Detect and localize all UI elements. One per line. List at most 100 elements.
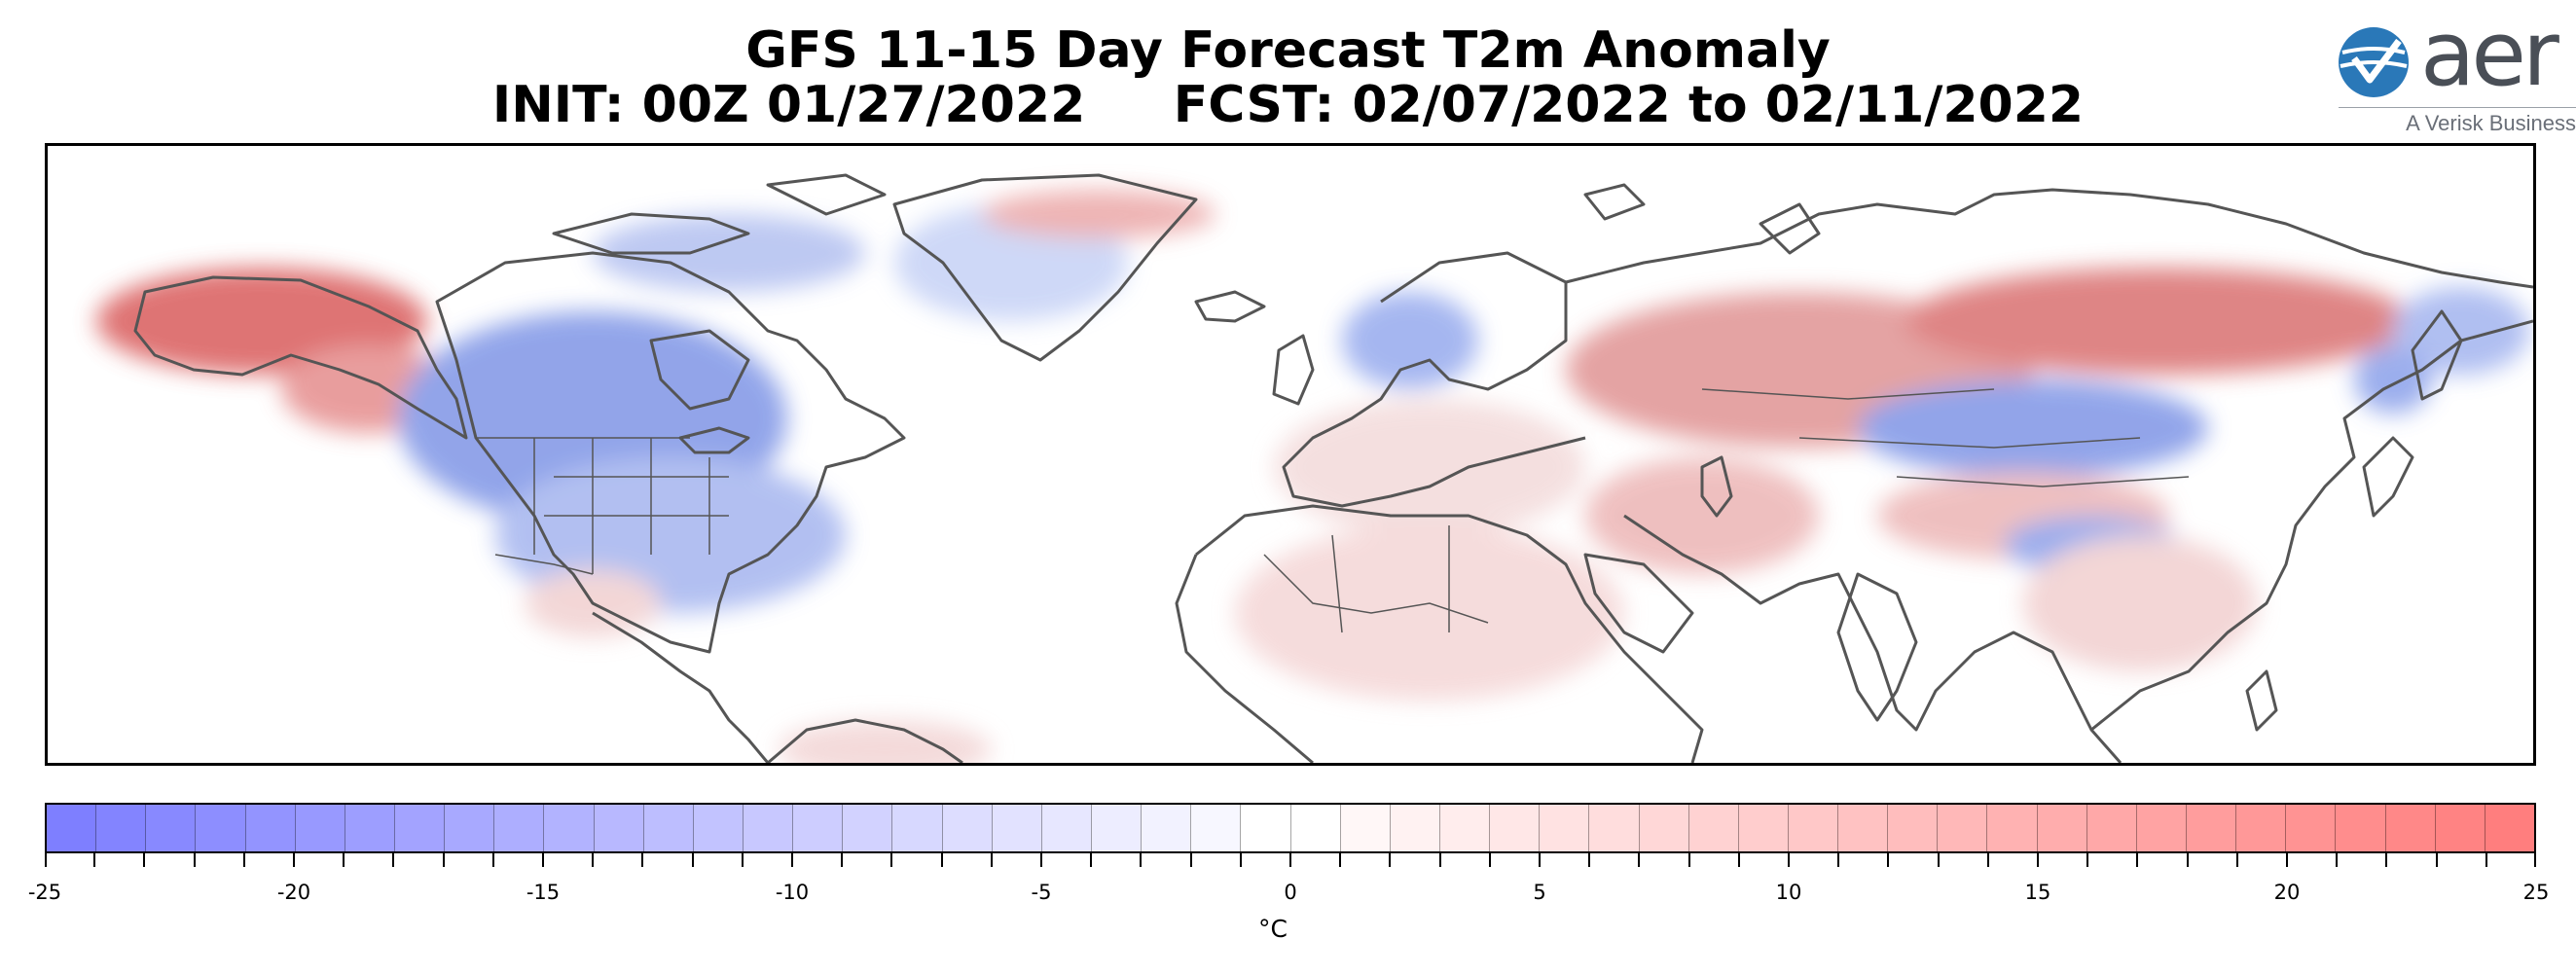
logo-divider <box>2339 107 2576 108</box>
colorbar-tick <box>442 853 445 867</box>
colorbar-tick <box>293 853 295 867</box>
colorbar-tick <box>2336 853 2339 867</box>
colorbar-tick <box>990 853 993 867</box>
colorbar-tick-label: 20 <box>2273 881 2301 904</box>
colorbar-segment <box>991 805 1041 851</box>
colorbar-tick <box>2037 853 2039 867</box>
arctic-canada-cold <box>593 214 865 292</box>
colorbar-segment <box>1887 805 1938 851</box>
colorbar-segment <box>1489 805 1540 851</box>
uk-coastline <box>1272 334 1315 406</box>
north-america-coastline <box>133 251 906 654</box>
colorbar-tick <box>841 853 844 867</box>
middle-east-warm <box>1585 457 1819 574</box>
india-coastline <box>1836 572 1918 722</box>
colorbar-segment <box>1837 805 1888 851</box>
colorbar-tick <box>1488 853 1491 867</box>
colorbar-tick <box>691 853 694 867</box>
colorbar-segment <box>2036 805 2086 851</box>
colorbar-tick <box>592 853 595 867</box>
colorbar-tick <box>741 853 744 867</box>
colorbar-segment <box>2186 805 2236 851</box>
colorbar-segment <box>1986 805 2037 851</box>
colorbar-segment <box>1389 805 1439 851</box>
colorbar-tick <box>2385 853 2388 867</box>
colorbar-tick <box>2086 853 2089 867</box>
colorbar-segment <box>493 805 544 851</box>
colorbar-tick <box>1438 853 1441 867</box>
colorbar-segment <box>1190 805 1241 851</box>
colorbar-segment <box>393 805 445 851</box>
colorbar-tick <box>1937 853 1940 867</box>
colorbar-tick <box>2485 853 2487 867</box>
colorbar-segment <box>642 805 693 851</box>
great-lakes <box>678 426 750 454</box>
greenland-warm-rim <box>982 190 1215 238</box>
logo-tagline: A Verisk Business <box>2406 111 2576 135</box>
arabian-peninsula <box>1583 553 1694 654</box>
colorbar-tick-label: 5 <box>1533 881 1546 904</box>
colorbar-segment <box>2235 805 2286 851</box>
colorbar-segment <box>792 805 843 851</box>
colorbar-tick <box>2534 853 2536 867</box>
colorbar-segment <box>891 805 942 851</box>
map-canvas <box>96 173 2533 763</box>
kamchatka-coastline <box>2411 309 2463 401</box>
colorbar-tick <box>1389 853 1392 867</box>
colorbar-tick <box>1140 853 1143 867</box>
colorbar-tick <box>193 853 196 867</box>
colorbar-segment <box>1787 805 1838 851</box>
asia-borders <box>1701 388 2190 487</box>
colorbar-segment <box>1438 805 1490 851</box>
colorbar-segment <box>1539 805 1589 851</box>
colorbar-tick <box>641 853 644 867</box>
anomaly-map <box>45 143 2536 766</box>
map-subtitle: INIT: 00Z 01/27/2022 FCST: 02/07/2022 to… <box>491 76 2085 134</box>
colorbar-ticks: -25 -20 -15 -10 -5 0 5 10 15 20 25 <box>28 853 2549 904</box>
colorbar-tick-label: -25 <box>27 881 62 904</box>
colorbar-tick-label: 0 <box>1284 881 1297 904</box>
colorbar-tick <box>1638 853 1641 867</box>
colorbar-segment <box>941 805 992 851</box>
colorbar-tick <box>491 853 494 867</box>
colorbar-segment <box>1687 805 1738 851</box>
colorbar-tick <box>1737 853 1740 867</box>
africa-coastline <box>1175 504 1704 763</box>
colorbar-tick <box>1588 853 1591 867</box>
colorbar-segment <box>195 805 245 851</box>
colorbar-tick <box>1239 853 1242 867</box>
japan-coastline <box>2362 436 2414 518</box>
europe-weak-warm <box>1274 399 1585 535</box>
hudson-bay <box>649 329 750 411</box>
colorbar-segment <box>2434 805 2485 851</box>
colorbar-tick <box>1090 853 1093 867</box>
aer-globe-checkmark-icon <box>2339 27 2409 97</box>
colorbar-segment <box>2484 805 2535 851</box>
colorbar-tick <box>2186 853 2189 867</box>
colorbar-segment <box>1289 805 1340 851</box>
philippines-coastline <box>2245 669 2278 732</box>
colorbar-unit-label: °C <box>1258 915 1288 943</box>
caspian-sea <box>1700 455 1733 518</box>
colorbar-segment <box>1040 805 1091 851</box>
colorbar-segment <box>543 805 594 851</box>
north-africa-weak-warm <box>1235 525 1624 701</box>
colorbar-tick-label: -5 <box>1031 881 1052 904</box>
colorbar-tick <box>890 853 893 867</box>
colorbar-tick-label: -20 <box>276 881 311 904</box>
colorbar-segment <box>444 805 494 851</box>
colorbar-segment <box>1937 805 1987 851</box>
colorbar-tick-label: -15 <box>526 881 561 904</box>
colorbar-tick <box>2136 853 2139 867</box>
colorbar-segment <box>1240 805 1290 851</box>
scandinavia-cold-anomaly <box>1342 292 1478 389</box>
colorbar-tick <box>1887 853 1890 867</box>
colorbar-segment <box>742 805 793 851</box>
colorbar-segment <box>2086 805 2136 851</box>
colorbar-tick <box>143 853 146 867</box>
africa-borders <box>1263 525 1489 633</box>
colorbar-segment <box>1141 805 1191 851</box>
asia-coastline <box>1565 188 2533 289</box>
colorbar-segment <box>1588 805 1639 851</box>
central-america-coastline <box>592 611 770 763</box>
